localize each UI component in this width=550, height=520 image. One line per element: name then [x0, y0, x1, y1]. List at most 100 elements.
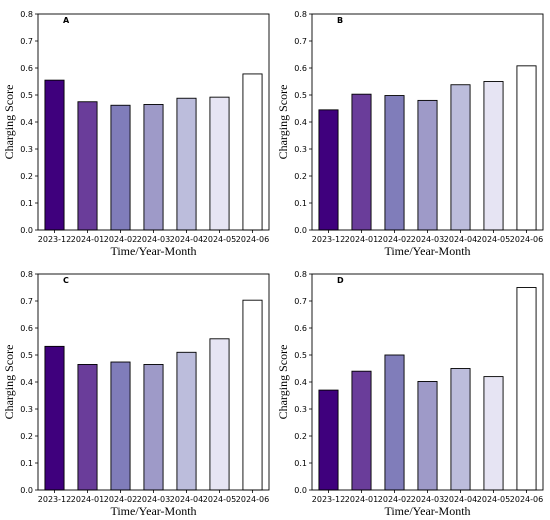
- y-tick-label: 0.2: [20, 172, 33, 181]
- plot-frame: [37, 273, 270, 491]
- x-tick-label: 2024-02: [378, 235, 411, 244]
- x-tick-label: 2023-12: [38, 495, 71, 504]
- bar-2023-12: [318, 109, 339, 231]
- x-tick-label: 2024-03: [137, 235, 170, 244]
- y-tick-label: 0.8: [294, 10, 307, 19]
- y-tick-label: 0.7: [20, 297, 33, 306]
- bar-2024-03: [143, 364, 164, 491]
- x-tick-label: 2024-06: [510, 235, 543, 244]
- y-tick-label: 0.6: [20, 64, 33, 73]
- bar-2024-06: [516, 65, 537, 231]
- plot-frame: [37, 13, 270, 231]
- x-tick-label: 2023-12: [312, 235, 345, 244]
- y-tick-label: 0.3: [294, 145, 307, 154]
- y-tick-label: 0.2: [294, 432, 307, 441]
- y-tick-label: 0.5: [20, 351, 33, 360]
- panel-letter: C: [63, 276, 69, 285]
- bar-2024-03: [417, 381, 438, 491]
- y-tick-label: 0.5: [20, 91, 33, 100]
- y-tick-label: 0.4: [20, 378, 33, 387]
- x-tick-label: 2024-04: [170, 235, 203, 244]
- chart-panel-d: 2023-12 2024-01 2024-02 2024-03 2024-04 2024-…: [276, 270, 544, 518]
- x-tick-label: 2024-05: [477, 235, 510, 244]
- y-axis-label: Charging Score: [276, 85, 290, 160]
- bar-2024-04: [450, 84, 471, 231]
- y-tick-label: 0.1: [294, 199, 307, 208]
- bar-2024-02: [110, 361, 131, 491]
- bar-2024-02: [110, 104, 131, 231]
- bar-2024-02: [384, 354, 405, 491]
- x-tick-label: 2024-01: [71, 495, 104, 504]
- y-tick-label: 0.3: [20, 405, 33, 414]
- bar-2024-03: [417, 99, 438, 231]
- y-tick-label: 0.6: [294, 324, 307, 333]
- chart-panel-c: 2023-12 2024-01 2024-02 2024-03 2024-04 2024-…: [2, 270, 270, 518]
- bar-2024-06: [242, 299, 263, 491]
- plot-frame: [311, 13, 544, 231]
- y-tick-label: 0.1: [20, 199, 33, 208]
- bar-2024-01: [77, 101, 98, 231]
- x-axis-label: Time/Year-Month: [110, 244, 196, 258]
- x-tick-label: 2024-04: [444, 495, 477, 504]
- bar-2024-04: [176, 351, 197, 491]
- y-tick-label: 0.6: [20, 324, 33, 333]
- x-tick-label: 2024-04: [444, 235, 477, 244]
- bar-2024-04: [176, 97, 197, 231]
- panel-letter: D: [337, 276, 344, 285]
- x-tick-label: 2024-03: [137, 495, 170, 504]
- bar-2024-06: [242, 73, 263, 231]
- y-tick-label: 0.4: [20, 118, 33, 127]
- y-axis-label: Charging Score: [2, 85, 16, 160]
- bar-2024-05: [483, 376, 504, 491]
- y-tick-label: 0.0: [20, 486, 33, 495]
- y-tick-label: 0.8: [20, 10, 33, 19]
- x-tick-label: 2024-06: [510, 495, 543, 504]
- y-tick-label: 0.4: [294, 118, 307, 127]
- bar-2024-06: [516, 287, 537, 491]
- y-tick-label: 0.6: [294, 64, 307, 73]
- x-tick-label: 2024-05: [477, 495, 510, 504]
- y-tick-label: 0.0: [294, 226, 307, 235]
- x-tick-label: 2024-05: [203, 495, 236, 504]
- bar-2024-05: [483, 81, 504, 231]
- bar-2024-01: [351, 370, 372, 491]
- bar-2023-12: [44, 345, 65, 491]
- y-tick-label: 0.1: [20, 459, 33, 468]
- x-tick-label: 2024-03: [411, 495, 444, 504]
- x-tick-label: 2024-06: [236, 495, 269, 504]
- y-axis-label: Charging Score: [2, 345, 16, 420]
- chart-panel-b: 2023-12 2024-01 2024-02 2024-03 2024-04 2024-…: [276, 10, 544, 258]
- y-tick-label: 0.7: [294, 37, 307, 46]
- y-tick-label: 0.0: [294, 486, 307, 495]
- x-axis-label: Time/Year-Month: [110, 504, 196, 518]
- y-tick-label: 0.3: [294, 405, 307, 414]
- y-tick-label: 0.3: [20, 145, 33, 154]
- x-tick-label: 2024-06: [236, 235, 269, 244]
- x-tick-label: 2024-04: [170, 495, 203, 504]
- y-tick-label: 0.8: [294, 270, 307, 279]
- x-tick-label: 2024-02: [104, 495, 137, 504]
- panel-letter: A: [63, 16, 70, 25]
- x-tick-label: 2023-12: [38, 235, 71, 244]
- bar-2024-05: [209, 338, 230, 491]
- x-axis-label: Time/Year-Month: [384, 244, 470, 258]
- y-tick-label: 0.7: [20, 37, 33, 46]
- bar-2024-04: [450, 368, 471, 491]
- bar-2023-12: [44, 79, 65, 231]
- y-tick-label: 0.5: [294, 91, 307, 100]
- bar-2024-05: [209, 96, 230, 231]
- x-tick-label: 2024-01: [71, 235, 104, 244]
- y-tick-label: 0.2: [20, 432, 33, 441]
- y-tick-label: 0.7: [294, 297, 307, 306]
- x-axis-label: Time/Year-Month: [384, 504, 470, 518]
- plot-frame: [311, 273, 544, 491]
- bar-2024-01: [77, 364, 98, 491]
- y-tick-label: 0.1: [294, 459, 307, 468]
- bar-2024-03: [143, 103, 164, 231]
- x-tick-label: 2024-02: [104, 235, 137, 244]
- y-tick-label: 0.5: [294, 351, 307, 360]
- x-tick-label: 2024-05: [203, 235, 236, 244]
- y-axis-label: Charging Score: [276, 345, 290, 420]
- bar-2024-01: [351, 93, 372, 231]
